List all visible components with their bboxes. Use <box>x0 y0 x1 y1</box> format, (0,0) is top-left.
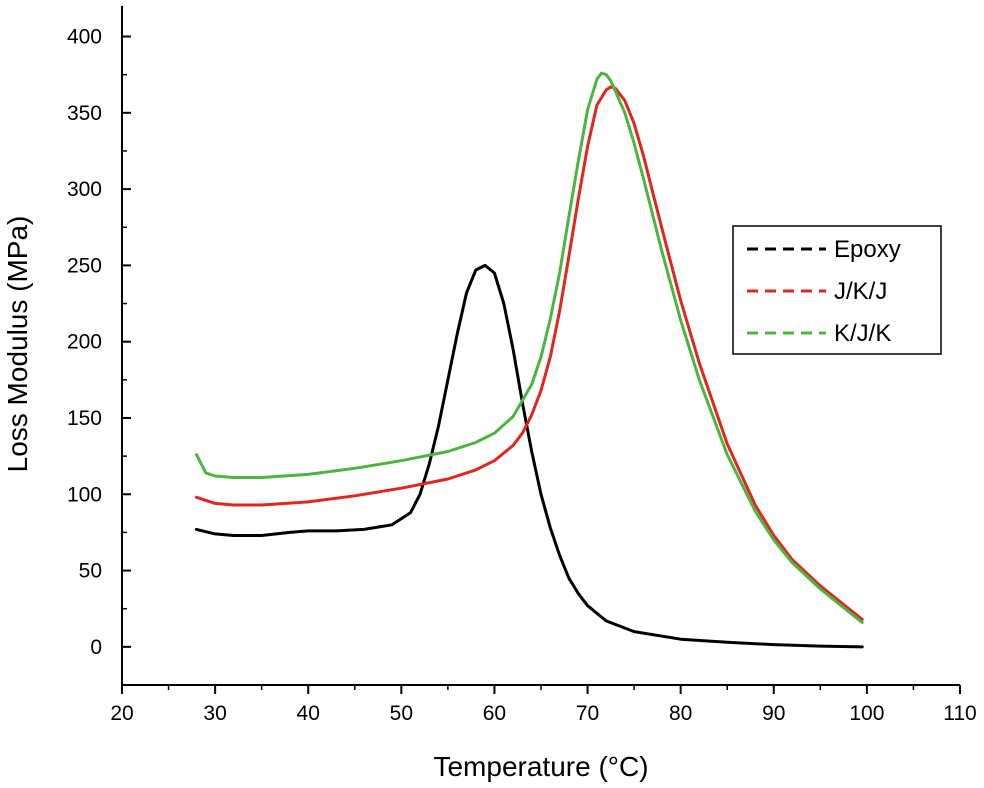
y-tick-label: 100 <box>67 483 102 506</box>
legend-label-epoxy: Epoxy <box>834 236 901 263</box>
legend-items: Epoxy J/K/J K/J/K <box>747 236 901 347</box>
y-tick-label: 50 <box>79 560 102 583</box>
y-tick-label: 300 <box>67 178 102 201</box>
series-line-k-j-k <box>195 71 864 624</box>
legend: Epoxy J/K/J K/J/K <box>732 225 942 355</box>
x-tick-label: 90 <box>762 702 785 725</box>
y-tick-label: 400 <box>67 26 102 49</box>
x-tick-label: 60 <box>483 702 506 725</box>
y-tick-label: 150 <box>67 407 102 430</box>
x-tick-label: 20 <box>110 702 133 725</box>
x-tick-label: 110 <box>943 702 976 725</box>
legend-label-j-k-j: J/K/J <box>834 278 887 305</box>
y-ticks: 0 50 100 150 200 250 300 350 400 <box>67 26 131 686</box>
x-tick-label: 30 <box>203 702 226 725</box>
series-line-j-k-j <box>195 85 864 621</box>
y-tick-label: 200 <box>67 331 102 354</box>
y-tick-label: 0 <box>90 636 102 659</box>
y-tick-label: 350 <box>67 102 102 125</box>
plot-area <box>195 71 864 649</box>
legend-label-k-j-k: K/J/K <box>834 320 891 347</box>
x-axis-title: Temperature (°C) <box>433 751 648 782</box>
y-axis-title: Loss Modulus (MPa) <box>2 216 33 473</box>
x-ticks: 20 30 40 50 60 70 80 90 100 110 <box>110 685 977 725</box>
x-tick-label: 40 <box>297 702 320 725</box>
x-tick-label: 50 <box>390 702 413 725</box>
x-tick-label: 100 <box>849 702 884 725</box>
y-tick-label: 250 <box>67 254 102 277</box>
series-line-epoxy <box>195 263 864 649</box>
x-tick-label: 80 <box>669 702 692 725</box>
x-tick-label: 70 <box>576 702 599 725</box>
